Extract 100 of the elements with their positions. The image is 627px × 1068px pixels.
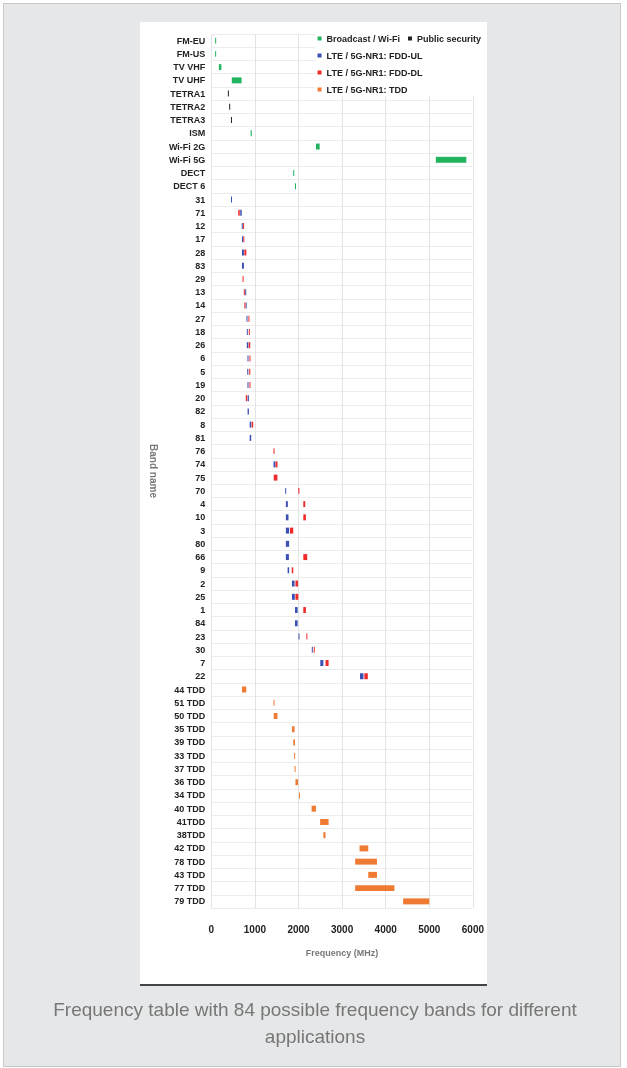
bar	[295, 593, 299, 600]
bar	[320, 818, 329, 825]
bar	[295, 620, 298, 627]
bar	[435, 156, 467, 163]
y-tick-label: 84	[195, 618, 206, 629]
y-tick-label: 4	[200, 499, 206, 510]
y-tick-label: 25	[195, 591, 206, 602]
y-tick-label: 36 TDD	[174, 777, 206, 788]
y-tick-label: Wi-Fi 5G	[168, 154, 206, 165]
y-tick-label: 66	[195, 552, 206, 563]
y-tick-label: TETRA1	[170, 88, 206, 99]
bar	[320, 660, 324, 666]
legend-label: LTE / 5G-NR1: FDD-UL	[326, 50, 423, 61]
x-tick-label: 4000	[374, 923, 398, 935]
y-tick-label: 13	[195, 287, 206, 298]
y-tick-label: 42 TDD	[174, 843, 206, 854]
bar	[295, 779, 299, 786]
y-tick-label: 38TDD	[176, 830, 206, 841]
y-tick-label: DECT 6	[173, 181, 206, 192]
y-tick-label: 70	[195, 485, 206, 496]
x-tick-label: 6000	[461, 923, 485, 935]
y-tick-label: DECT	[180, 168, 206, 179]
bar	[303, 607, 306, 614]
bar	[285, 554, 289, 561]
y-tick-label: Wi-Fi 2G	[168, 141, 206, 152]
y-tick-label: 43 TDD	[174, 869, 206, 880]
bar	[290, 527, 294, 534]
bar	[295, 607, 298, 614]
bar	[291, 593, 295, 600]
legend-label: Public security	[416, 33, 482, 44]
y-tick-label: TETRA2	[170, 101, 206, 112]
bar	[323, 832, 326, 839]
bar	[403, 898, 430, 905]
bar	[285, 527, 290, 534]
y-tick-label: 31	[195, 194, 206, 205]
y-tick-label: 71	[195, 207, 206, 218]
y-tick-label: 80	[195, 538, 206, 549]
y-tick-label: 51 TDD	[174, 697, 206, 708]
y-tick-label: 83	[195, 260, 206, 271]
y-tick-label: 28	[195, 247, 206, 258]
bar	[325, 660, 329, 666]
y-tick-label: 23	[195, 631, 206, 642]
y-tick-label: TETRA3	[170, 115, 206, 126]
y-tick-label: 20	[195, 393, 206, 404]
y-tick-label: 19	[195, 379, 206, 390]
y-tick-label: 41TDD	[176, 816, 206, 827]
bar	[295, 580, 299, 587]
x-tick-label: 0	[208, 923, 215, 935]
y-tick-label: 79 TDD	[174, 896, 206, 907]
y-tick-label: 22	[195, 671, 206, 682]
bar	[359, 845, 369, 852]
y-tick-label: 40 TDD	[174, 803, 206, 814]
bar	[355, 885, 395, 892]
y-tick-label: FM-US	[176, 48, 206, 59]
y-tick-label: 30	[195, 644, 206, 655]
bar	[303, 514, 306, 521]
y-tick-label: 82	[195, 406, 206, 417]
y-tick-label: 6	[200, 353, 206, 364]
text: Frequency table with 84 possible frequency bands for different applications	[52, 998, 578, 1049]
y-tick-label: 78 TDD	[174, 856, 206, 867]
bar	[364, 673, 368, 680]
y-tick-label: 1	[200, 605, 206, 616]
y-tick-label: 37 TDD	[174, 763, 206, 774]
y-tick-label: 17	[195, 234, 206, 245]
y-tick-label: FM-EU	[176, 35, 206, 46]
y-tick-label: 9	[200, 565, 206, 576]
x-tick-label: 2000	[287, 923, 311, 935]
y-tick-label: 8	[200, 419, 206, 430]
x-tick-label: 5000	[418, 923, 441, 935]
x-tick-label: 1000	[243, 923, 267, 935]
y-tick-label: 27	[195, 313, 206, 324]
legend-label: Broadcast / Wi-Fi	[326, 33, 400, 44]
y-tick-label: TV VHF	[173, 62, 206, 73]
y-tick-label: 12	[195, 221, 206, 232]
y-tick-label: 34 TDD	[174, 790, 206, 801]
bar	[303, 554, 308, 561]
legend-label: LTE / 5G-NR1: FDD-DL	[326, 67, 423, 78]
y-tick-label: 77 TDD	[174, 883, 206, 894]
y-tick-label: 35 TDD	[174, 724, 206, 735]
y-tick-label: 18	[195, 326, 206, 337]
y-tick-label: 50 TDD	[174, 710, 206, 721]
y-tick-label: 26	[195, 340, 206, 351]
legend-label: LTE / 5G-NR1: TDD	[326, 84, 408, 95]
bar	[285, 540, 290, 547]
bar	[355, 858, 377, 865]
bar	[291, 726, 295, 733]
y-tick-label: 39 TDD	[174, 737, 206, 748]
y-tick-label: 3	[200, 525, 206, 536]
y-tick-label: 5	[200, 366, 206, 377]
y-tick-label: 81	[195, 432, 206, 443]
y-axis-title: Band name	[147, 444, 159, 499]
x-tick-label: 3000	[330, 923, 354, 935]
y-tick-label: 33 TDD	[174, 750, 206, 761]
bar	[311, 805, 316, 812]
y-tick-label: 2	[200, 578, 206, 589]
y-tick-label: ISM	[189, 128, 206, 139]
y-tick-label: 75	[195, 472, 206, 483]
x-axis-title: Frequency (MHz)	[305, 947, 379, 958]
y-tick-label: 14	[195, 300, 206, 311]
y-tick-label: 74	[195, 459, 206, 470]
